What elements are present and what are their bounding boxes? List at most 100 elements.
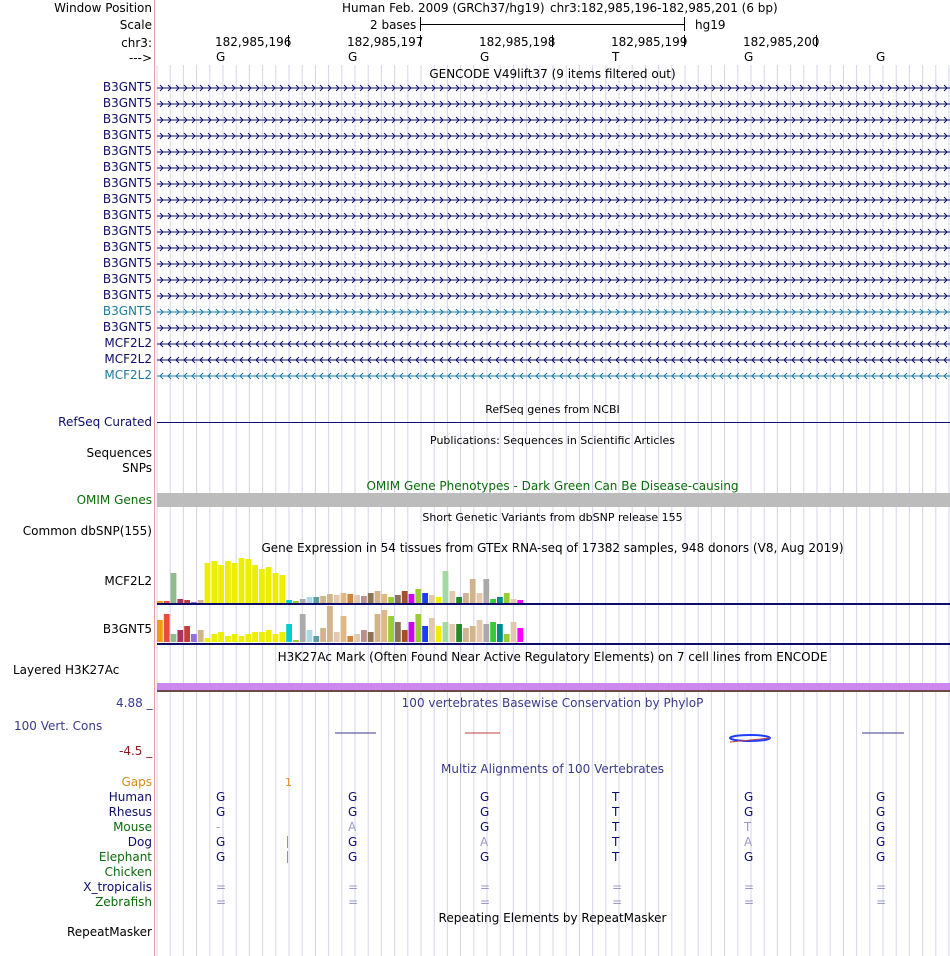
h3k27ac-signal[interactable]	[157, 683, 950, 690]
multiz-species-label[interactable]: Human	[108, 790, 152, 804]
strand-arrow	[583, 212, 588, 220]
repeatmasker-label[interactable]: RepeatMasker	[66, 925, 152, 939]
gencode-item-label[interactable]: B3GNT5	[102, 272, 152, 286]
gencode-item-label[interactable]: B3GNT5	[102, 176, 152, 190]
strand-arrow	[319, 244, 324, 252]
gencode-item-label[interactable]: B3GNT5	[102, 192, 152, 206]
strand-arrow	[471, 340, 476, 348]
snps-label[interactable]: SNPs	[122, 461, 152, 475]
strand-arrow	[615, 84, 620, 92]
strand-arrow	[287, 292, 292, 300]
omim-feature[interactable]	[157, 493, 950, 507]
strand-arrow	[903, 276, 908, 284]
strand-arrow	[415, 212, 420, 220]
gencode-item-label[interactable]: B3GNT5	[102, 144, 152, 158]
strand-arrow	[383, 324, 388, 332]
phylop-label[interactable]: 100 Vert. Cons	[14, 719, 103, 733]
strand-arrow	[535, 244, 540, 252]
multiz-species-label[interactable]: Mouse	[113, 820, 152, 834]
strand-arrow	[591, 260, 596, 268]
gtex-bar-b3gnt5	[374, 614, 381, 642]
strand-arrow	[863, 212, 868, 220]
refseq-line[interactable]	[157, 422, 950, 423]
strand-arrow	[559, 276, 564, 284]
gtex-bar-b3gnt5	[252, 632, 258, 642]
h3k27ac-label[interactable]: Layered H3K27Ac	[13, 663, 120, 677]
strand-arrow	[167, 148, 172, 156]
strand-arrow	[783, 260, 788, 268]
gencode-item-label[interactable]: B3GNT5	[102, 160, 152, 174]
multiz-species-label[interactable]: Rhesus	[108, 805, 152, 819]
gencode-item-label[interactable]: MCF2L2	[104, 368, 152, 382]
strand-arrow	[671, 340, 676, 348]
omim-label[interactable]: OMIM Genes	[76, 493, 152, 507]
strand-arrow	[359, 180, 364, 188]
multiz-base: T	[612, 790, 620, 804]
strand-arrow	[327, 132, 332, 140]
strand-arrow	[551, 324, 556, 332]
gencode-item-label[interactable]: MCF2L2	[104, 352, 152, 366]
strand-arrow	[863, 324, 868, 332]
strand-arrow	[751, 260, 756, 268]
multiz-species-label[interactable]: Chicken	[104, 865, 152, 879]
strand-arrow	[295, 180, 300, 188]
strand-arrow	[391, 356, 396, 364]
strand-arrow	[775, 324, 780, 332]
strand-arrow	[215, 292, 220, 300]
gencode-item-label[interactable]: B3GNT5	[102, 112, 152, 126]
multiz-species-label[interactable]: Elephant	[98, 850, 152, 864]
gtex-gene-label-b3gnt5[interactable]: B3GNT5	[102, 622, 152, 636]
gencode-item-label[interactable]: B3GNT5	[102, 304, 152, 318]
sequences-label[interactable]: Sequences	[86, 446, 152, 460]
strand-arrow	[247, 324, 252, 332]
strand-arrow	[591, 132, 596, 140]
gencode-item-label[interactable]: B3GNT5	[102, 288, 152, 302]
strand-arrow	[543, 84, 548, 92]
strand-arrow	[863, 260, 868, 268]
strand-arrow	[791, 292, 796, 300]
gencode-item-label[interactable]: MCF2L2	[104, 336, 152, 350]
gtex-gene-label-mcf2l2[interactable]: MCF2L2	[104, 574, 152, 588]
gtex-bar-mcf2l2	[177, 599, 184, 603]
strand-arrow	[631, 148, 636, 156]
strand-arrow	[919, 356, 924, 364]
gencode-item-label[interactable]: B3GNT5	[102, 128, 152, 142]
gencode-item-label[interactable]: B3GNT5	[102, 256, 152, 270]
strand-arrow	[647, 244, 652, 252]
refseq-label[interactable]: RefSeq Curated	[58, 415, 152, 429]
strand-arrow	[343, 180, 348, 188]
strand-arrow	[663, 212, 668, 220]
strand-arrow	[783, 196, 788, 204]
strand-arrow	[543, 340, 548, 348]
strand-arrow	[623, 324, 628, 332]
strand-arrow	[575, 132, 580, 140]
gencode-item-label[interactable]: B3GNT5	[102, 96, 152, 110]
strand-arrow	[895, 340, 900, 348]
strand-arrow	[359, 116, 364, 124]
dbsnp-label[interactable]: Common dbSNP(155)	[22, 524, 152, 538]
strand-arrow	[479, 356, 484, 364]
multiz-species-label[interactable]: Dog	[127, 835, 152, 849]
gencode-item-label[interactable]: B3GNT5	[102, 80, 152, 94]
multiz-species-label[interactable]: X_tropicalis	[83, 880, 152, 894]
gaps-label[interactable]: Gaps	[121, 775, 152, 789]
strand-arrow	[783, 228, 788, 236]
gencode-item-label[interactable]: B3GNT5	[102, 320, 152, 334]
gtex-bar-mcf2l2	[483, 579, 490, 603]
strand-arrow	[295, 372, 300, 380]
strand-arrow	[839, 212, 844, 220]
gtex-bar-mcf2l2	[170, 573, 177, 603]
strand-arrow	[183, 340, 188, 348]
gencode-item-label[interactable]: B3GNT5	[102, 208, 152, 222]
multiz-species-label[interactable]: Zebrafish	[95, 895, 152, 909]
strand-arrow	[463, 180, 468, 188]
dbsnp-title: Short Genetic Variants from dbSNP releas…	[422, 511, 683, 524]
gencode-item-label[interactable]: B3GNT5	[102, 224, 152, 238]
strand-arrow	[463, 244, 468, 252]
gencode-item-label[interactable]: B3GNT5	[102, 240, 152, 254]
strand-arrow	[303, 228, 308, 236]
strand-arrow	[711, 84, 716, 92]
